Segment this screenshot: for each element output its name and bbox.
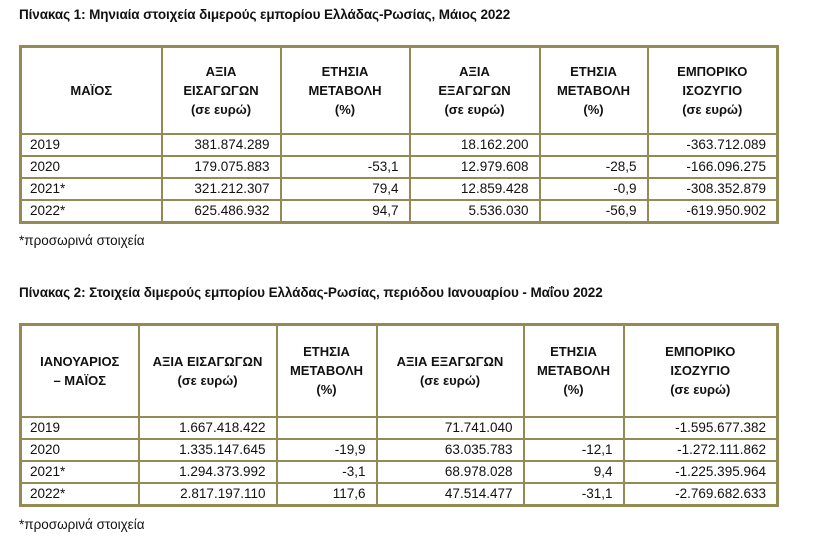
cell-year: 2019 xyxy=(19,132,163,157)
cell-exports: 63.035.783 xyxy=(375,437,525,462)
cell-exports-change: 9,4 xyxy=(522,459,625,484)
cell-imports-change: -3,1 xyxy=(275,459,378,484)
cell-exports-change: -28,5 xyxy=(538,154,649,179)
cell-imports-change: -19,9 xyxy=(275,437,378,462)
cell-imports-change: 79,4 xyxy=(279,176,411,201)
cell-exports-change: -12,1 xyxy=(522,437,625,462)
cell-balance: -1.595.677.382 xyxy=(622,415,779,440)
cell-exports-change xyxy=(538,132,649,157)
header-trade-balance: ΕΜΠΟΡΙΚΟ ΙΣΟΖΥΓΙΟ (σε ευρώ) xyxy=(622,323,779,418)
cell-imports: 2.817.197.110 xyxy=(137,481,278,506)
table2-title: Πίνακας 2: Στοιχεία διμερούς εμπορίου Ελ… xyxy=(19,285,603,300)
cell-exports-change: -0,9 xyxy=(538,176,649,201)
table-row: 2020 179.075.883 -53,1 12.979.608 -28,5 … xyxy=(19,154,779,179)
table1-header-row: ΜΑΪΟΣ ΑΞΙΑ ΕΙΣΑΓΩΓΩΝ (σε ευρώ) ΕΤΗΣΙΑ ΜΕΤΑΒ… xyxy=(19,45,779,135)
header-exports-value: ΑΞΙΑ ΕΞΑΓΩΓΩΝ (σε ευρώ) xyxy=(375,323,525,418)
cell-exports: 47.514.477 xyxy=(375,481,525,506)
cell-exports-change: -56,9 xyxy=(538,198,649,223)
cell-year: 2021* xyxy=(19,459,140,484)
cell-exports-change: -31,1 xyxy=(522,481,625,506)
header-imports-change: ΕΤΗΣΙΑ ΜΕΤΑΒΟΛΗ (%) xyxy=(275,323,378,418)
cell-exports: 68.978.028 xyxy=(375,459,525,484)
cell-imports-change: 94,7 xyxy=(279,198,411,223)
header-month: ΜΑΪΟΣ xyxy=(19,45,163,135)
cell-balance: -619.950.902 xyxy=(646,198,779,223)
cell-year: 2020 xyxy=(19,154,163,179)
header-period: ΙΑΝΟΥΑΡΙΟΣ – ΜΑΪΟΣ xyxy=(19,323,140,418)
cell-imports: 1.335.147.645 xyxy=(137,437,278,462)
cell-imports-change: -53,1 xyxy=(279,154,411,179)
header-imports-value: ΑΞΙΑ ΕΙΣΑΓΩΓΩΝ (σε ευρώ) xyxy=(160,45,282,135)
cell-imports: 625.486.932 xyxy=(160,198,282,223)
table1-title: Πίνακας 1: Μηνιαία στοιχεία διμερούς εμπ… xyxy=(19,7,511,22)
cell-exports-change xyxy=(522,415,625,440)
cell-imports: 1.667.418.422 xyxy=(137,415,278,440)
cell-imports-change: 117,6 xyxy=(275,481,378,506)
header-exports-change: ΕΤΗΣΙΑ ΜΕΤΑΒΟΛΗ (%) xyxy=(522,323,625,418)
table2-footnote: *προσωρινά στοιχεία xyxy=(19,517,145,532)
table-row: 2022* 2.817.197.110 117,6 47.514.477 -31… xyxy=(19,481,779,506)
cell-year: 2022* xyxy=(19,481,140,506)
cell-imports: 1.294.373.992 xyxy=(137,459,278,484)
table2-header-row: ΙΑΝΟΥΑΡΙΟΣ – ΜΑΪΟΣ ΑΞΙΑ ΕΙΣΑΓΩΓΩΝ (σε ευρώ… xyxy=(19,323,779,418)
table-row: 2021* 1.294.373.992 -3,1 68.978.028 9,4 … xyxy=(19,459,779,484)
cell-exports: 12.979.608 xyxy=(408,154,541,179)
cell-imports: 381.874.289 xyxy=(160,132,282,157)
cell-balance: -2.769.682.633 xyxy=(622,481,779,506)
table1-footnote: *προσωρινά στοιχεία xyxy=(19,233,145,248)
cell-year: 2021* xyxy=(19,176,163,201)
table2-period-trade: ΙΑΝΟΥΑΡΙΟΣ – ΜΑΪΟΣ ΑΞΙΑ ΕΙΣΑΓΩΓΩΝ (σε ευρώ… xyxy=(19,323,779,507)
cell-balance: -308.352.879 xyxy=(646,176,779,201)
header-imports-change: ΕΤΗΣΙΑ ΜΕΤΑΒΟΛΗ (%) xyxy=(279,45,411,135)
table-row: 2019 1.667.418.422 71.741.040 -1.595.677… xyxy=(19,415,779,440)
cell-imports-change xyxy=(275,415,378,440)
header-trade-balance: ΕΜΠΟΡΙΚΟ ΙΣΟΖΥΓΙΟ (σε ευρώ) xyxy=(646,45,779,135)
cell-balance: -166.096.275 xyxy=(646,154,779,179)
table-row: 2021* 321.212.307 79,4 12.859.428 -0,9 -… xyxy=(19,176,779,201)
table-row: 2020 1.335.147.645 -19,9 63.035.783 -12,… xyxy=(19,437,779,462)
cell-balance: -1.272.111.862 xyxy=(622,437,779,462)
table1-monthly-trade: ΜΑΪΟΣ ΑΞΙΑ ΕΙΣΑΓΩΓΩΝ (σε ευρώ) ΕΤΗΣΙΑ ΜΕΤΑΒ… xyxy=(19,45,779,224)
cell-imports-change xyxy=(279,132,411,157)
table-row: 2019 381.874.289 18.162.200 -363.712.089 xyxy=(19,132,779,157)
cell-exports: 12.859.428 xyxy=(408,176,541,201)
cell-year: 2019 xyxy=(19,415,140,440)
cell-imports: 179.075.883 xyxy=(160,154,282,179)
cell-exports: 71.741.040 xyxy=(375,415,525,440)
cell-exports: 18.162.200 xyxy=(408,132,541,157)
cell-year: 2022* xyxy=(19,198,163,223)
cell-imports: 321.212.307 xyxy=(160,176,282,201)
header-exports-change: ΕΤΗΣΙΑ ΜΕΤΑΒΟΛΗ (%) xyxy=(538,45,649,135)
header-exports-value: ΑΞΙΑ ΕΞΑΓΩΓΩΝ (σε ευρώ) xyxy=(408,45,541,135)
cell-balance: -1.225.395.964 xyxy=(622,459,779,484)
table-row: 2022* 625.486.932 94,7 5.536.030 -56,9 -… xyxy=(19,198,779,223)
header-imports-value: ΑΞΙΑ ΕΙΣΑΓΩΓΩΝ (σε ευρώ) xyxy=(137,323,278,418)
cell-exports: 5.536.030 xyxy=(408,198,541,223)
cell-year: 2020 xyxy=(19,437,140,462)
cell-balance: -363.712.089 xyxy=(646,132,779,157)
